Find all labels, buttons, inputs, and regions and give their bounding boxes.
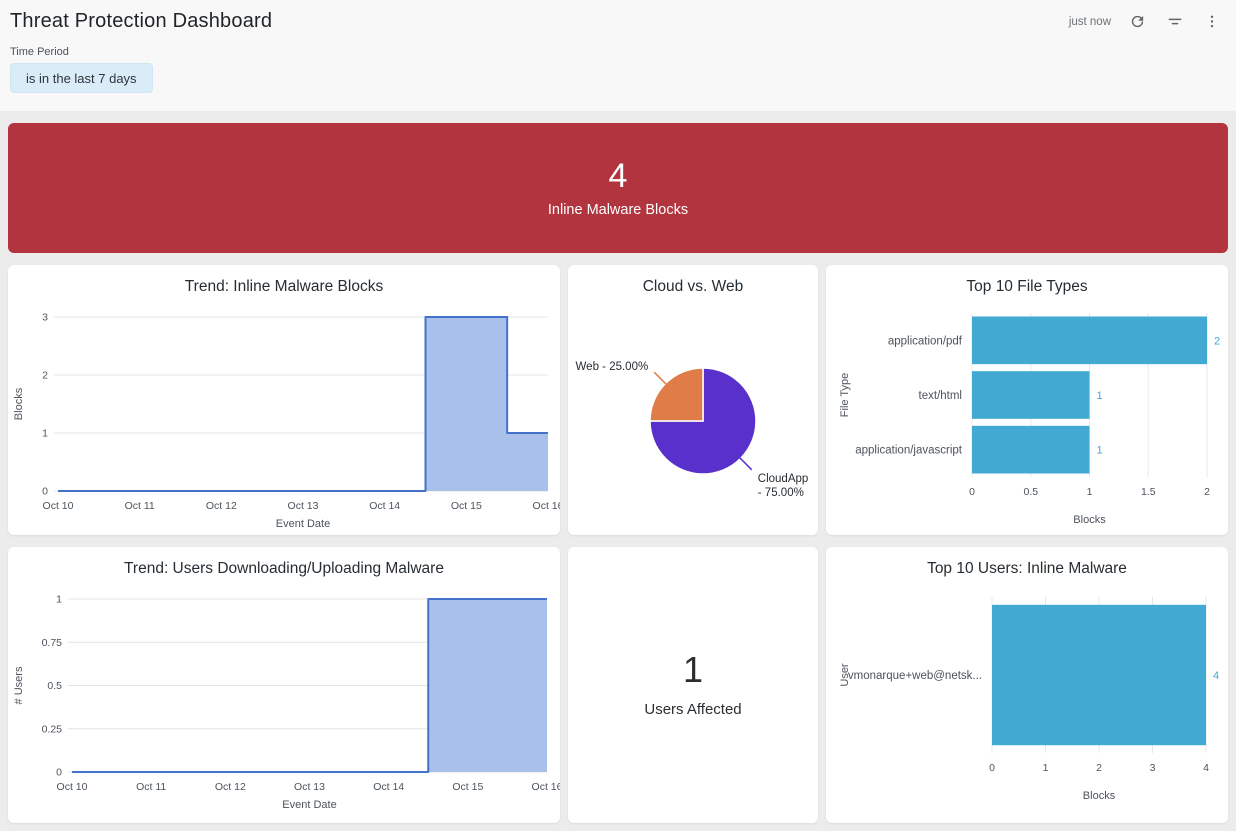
svg-text:Oct 10: Oct 10: [57, 781, 88, 793]
svg-text:Oct 16: Oct 16: [533, 500, 560, 512]
svg-text:vmonarque+web@netsk...: vmonarque+web@netsk...: [848, 670, 982, 682]
tile-top-10-users-inline-malware: Top 10 Users: Inline Malware 0 1 2 3 4 vmonar…: [826, 547, 1228, 823]
svg-text:2: 2: [1214, 335, 1220, 347]
svg-text:1.5: 1.5: [1141, 486, 1156, 498]
svg-text:User: User: [839, 663, 851, 687]
tile-cloud-vs-web: Cloud vs. Web CloudApp - 75.00% Web - 25.0…: [568, 265, 818, 535]
users-affected-label: Users Affected: [644, 701, 742, 718]
filter-icon: [1166, 13, 1184, 30]
svg-text:1: 1: [56, 594, 62, 606]
svg-text:Blocks: Blocks: [1073, 514, 1106, 526]
svg-text:- 75.00%: - 75.00%: [758, 487, 804, 499]
svg-text:3: 3: [42, 312, 48, 324]
svg-text:Oct 14: Oct 14: [369, 500, 400, 512]
refresh-icon: [1129, 13, 1146, 30]
svg-text:0.25: 0.25: [42, 723, 63, 735]
kebab-menu-icon: [1204, 13, 1220, 30]
svg-text:0.5: 0.5: [1023, 486, 1038, 498]
svg-text:0: 0: [969, 486, 975, 498]
svg-text:Oct 14: Oct 14: [373, 781, 404, 793]
svg-text:1: 1: [42, 428, 48, 440]
svg-text:4: 4: [1203, 762, 1209, 774]
tile-users-affected[interactable]: 1 Users Affected: [568, 547, 818, 823]
banner-value: 4: [608, 156, 628, 195]
svg-text:0.75: 0.75: [42, 637, 63, 649]
dashboard-canvas: 4 Inline Malware Blocks Trend: Inline Ma…: [0, 111, 1236, 831]
svg-text:Oct 11: Oct 11: [136, 781, 166, 793]
cloud-vs-web-pie-chart[interactable]: CloudApp - 75.00% Web - 25.00%: [568, 301, 818, 535]
svg-text:Oct 16: Oct 16: [532, 781, 560, 793]
svg-text:0.5: 0.5: [47, 680, 62, 692]
svg-text:1: 1: [1097, 390, 1103, 402]
tile-top-10-file-types: Top 10 File Types 0 0.5 1 1.5 2 application/p…: [826, 265, 1228, 535]
svg-text:2: 2: [1204, 486, 1210, 498]
last-updated-text: just now: [1068, 15, 1111, 28]
tile-grid: Trend: Inline Malware Blocks 0 1 2 3 Oct 10 O…: [8, 265, 1228, 823]
svg-text:2: 2: [1096, 762, 1102, 774]
svg-text:Oct 12: Oct 12: [206, 500, 237, 512]
trend-inline-malware-blocks-chart[interactable]: 0 1 2 3 Oct 10 Oct 11 Oct 12 Oct 13 Oct 14 Oct 15…: [8, 301, 560, 535]
header-area: Threat Protection Dashboard just now Tim…: [0, 0, 1236, 111]
svg-text:Event Date: Event Date: [282, 799, 336, 811]
page-title: Threat Protection Dashboard: [10, 10, 273, 32]
topbar: Threat Protection Dashboard just now: [10, 8, 1222, 34]
svg-text:Oct 15: Oct 15: [451, 500, 482, 512]
svg-text:Oct 10: Oct 10: [43, 500, 74, 512]
filter-bar: Time Period is in the last 7 days: [10, 46, 1222, 93]
svg-text:0: 0: [989, 762, 995, 774]
tile-title: Trend: Inline Malware Blocks: [184, 278, 384, 295]
svg-text:text/html: text/html: [919, 390, 962, 402]
trend-users-malware-chart[interactable]: 0 0.25 0.5 0.75 1 Oct 10 Oct 11 Oct 12 Oct 13 Oct…: [8, 583, 560, 823]
dashboard-actions-button[interactable]: [1202, 11, 1222, 32]
svg-text:0: 0: [56, 767, 62, 779]
svg-text:Oct 12: Oct 12: [215, 781, 246, 793]
tile-title: Top 10 File Types: [966, 278, 1088, 295]
tile-title: Trend: Users Downloading/Uploading Malwa…: [124, 560, 444, 577]
svg-text:Oct 13: Oct 13: [294, 781, 325, 793]
svg-text:3: 3: [1150, 762, 1156, 774]
svg-text:Oct 11: Oct 11: [125, 500, 155, 512]
dashboard-filters-button[interactable]: [1164, 11, 1186, 32]
svg-text:CloudApp: CloudApp: [758, 473, 809, 485]
refresh-button[interactable]: [1127, 11, 1148, 32]
svg-text:Event Date: Event Date: [276, 518, 330, 530]
svg-text:0: 0: [42, 486, 48, 498]
svg-text:1: 1: [1087, 486, 1093, 498]
users-affected-value: 1: [682, 649, 704, 690]
svg-text:application/pdf: application/pdf: [888, 335, 963, 347]
svg-text:Oct 13: Oct 13: [288, 500, 319, 512]
svg-text:application/javascript: application/javascript: [855, 445, 963, 457]
svg-text:# Users: # Users: [13, 666, 25, 704]
svg-text:4: 4: [1213, 670, 1219, 682]
svg-text:File Type: File Type: [839, 373, 851, 417]
time-period-filter-chip[interactable]: is in the last 7 days: [10, 63, 153, 93]
tile-title: Top 10 Users: Inline Malware: [927, 560, 1127, 577]
svg-text:Oct 15: Oct 15: [452, 781, 483, 793]
svg-text:Blocks: Blocks: [1083, 790, 1116, 802]
top-10-file-types-bar-chart[interactable]: 0 0.5 1 1.5 2 application/pdf 2 text/html 1 appli…: [826, 301, 1228, 535]
tile-trend-users-malware: Trend: Users Downloading/Uploading Malwa…: [8, 547, 560, 823]
topbar-controls: just now: [1069, 8, 1222, 32]
inline-malware-blocks-banner[interactable]: 4 Inline Malware Blocks: [8, 123, 1228, 253]
tile-trend-inline-malware-blocks: Trend: Inline Malware Blocks 0 1 2 3 Oct 10 O…: [8, 265, 560, 535]
svg-text:1: 1: [1097, 445, 1103, 457]
svg-text:Web - 25.00%: Web - 25.00%: [576, 361, 649, 373]
tile-title: Cloud vs. Web: [642, 278, 744, 295]
svg-text:Blocks: Blocks: [13, 387, 25, 420]
svg-text:1: 1: [1043, 762, 1049, 774]
time-period-filter-label: Time Period: [10, 46, 69, 58]
svg-text:2: 2: [42, 370, 48, 382]
banner-label: Inline Malware Blocks: [547, 201, 689, 218]
top-10-users-bar-chart[interactable]: 0 1 2 3 4 vmonarque+web@netsk... 4 Blocks User: [826, 583, 1228, 823]
